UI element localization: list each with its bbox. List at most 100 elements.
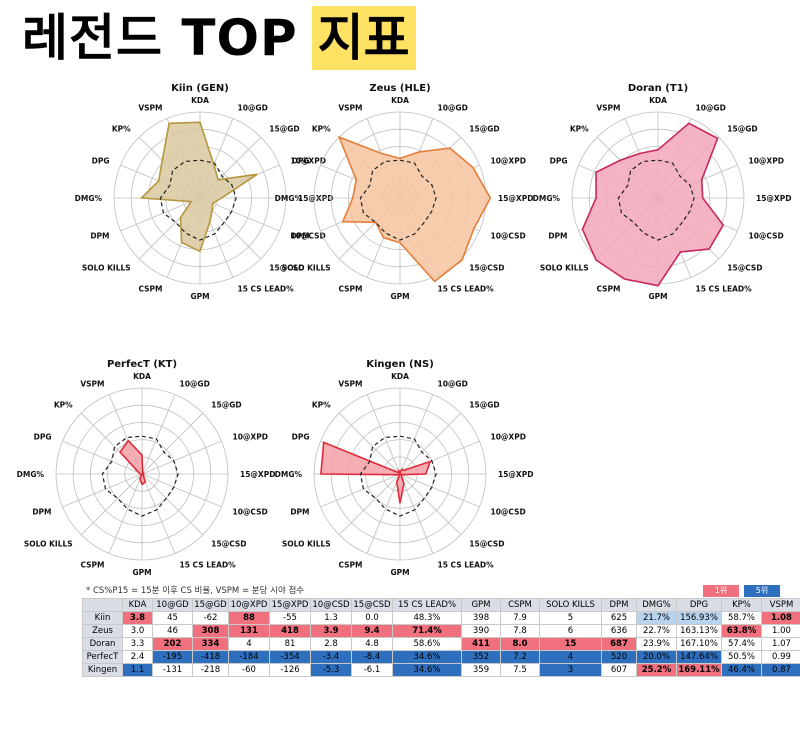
- grid-spoke: [338, 473, 401, 536]
- row-player-name: Kiin: [82, 611, 123, 625]
- table-cell: 7.8: [500, 624, 540, 638]
- table-cell: -218: [192, 663, 229, 677]
- grid-spoke: [120, 197, 201, 232]
- table-cell: 0.0: [351, 611, 393, 625]
- grid-spoke: [320, 473, 401, 508]
- table-row: PerfecT 2.4 -195 -418 -184 -354 -3.4 -8.4 34.6% 3…: [82, 650, 800, 664]
- table-cell: 418: [269, 624, 311, 638]
- axis-label: KP%: [312, 401, 331, 410]
- table-cell: 5: [539, 611, 602, 625]
- grid-spoke: [141, 412, 204, 475]
- table-cell: 34.6%: [392, 650, 462, 664]
- table-cell: -3.4: [310, 650, 352, 664]
- axis-label: 10@CSD: [491, 232, 526, 241]
- table-cell: 58.7%: [721, 611, 762, 625]
- axis-label: 15@GD: [469, 401, 499, 410]
- axis-label: CSPM: [338, 561, 362, 570]
- table-cell: 4: [539, 650, 602, 664]
- axis-label: 15@GD: [727, 125, 757, 134]
- series-player-area: [581, 122, 725, 287]
- table-cell: 156.93%: [676, 611, 722, 625]
- table-cell: -184: [228, 650, 270, 664]
- axis-label: 10@CSD: [491, 508, 526, 517]
- table-cell: 58.6%: [392, 637, 462, 651]
- radar-chart-kingen: KDA 10@GD 15@GD 10@XPD 15@XPD 10@CSD 15@CSD 15 …: [270, 356, 534, 596]
- series-average-line: [359, 435, 437, 517]
- table-cell: 398: [461, 611, 501, 625]
- table-cell: 3.0: [122, 624, 153, 638]
- axis-label: 15 CS LEAD%: [180, 561, 237, 570]
- table-cell: 687: [601, 637, 637, 651]
- grid-spoke: [366, 394, 401, 475]
- axis-label: 15@CSD: [727, 263, 762, 272]
- axis-label: VSPM: [80, 380, 104, 389]
- table-cell: 607: [601, 663, 637, 677]
- series-player-area: [320, 441, 432, 504]
- grid-spoke: [399, 473, 462, 536]
- axis-label: 10@GD: [696, 104, 726, 113]
- table-cell: 4.8: [351, 637, 393, 651]
- series-player-area: [119, 439, 147, 486]
- axis-label: SOLO KILLS: [82, 263, 131, 272]
- table-cell: 20.0%: [636, 650, 677, 664]
- column-header: VSPM: [761, 598, 800, 612]
- axis-label: SOLO KILLS: [540, 263, 589, 272]
- table-cell: 1.1: [122, 663, 153, 677]
- column-header: KP%: [721, 598, 762, 612]
- chart-title: Zeus (HLE): [369, 83, 430, 94]
- axis-label: VSPM: [338, 104, 362, 113]
- column-header: 15@CSD: [351, 598, 393, 612]
- axis-label: DMG%: [275, 194, 303, 203]
- table-cell: 7.2: [500, 650, 540, 664]
- grid-spoke: [399, 473, 480, 508]
- grid-spoke: [141, 473, 176, 554]
- table-cell: 2.8: [310, 637, 352, 651]
- axis-label: 15@CSD: [469, 263, 504, 272]
- table-cell: -131: [152, 663, 193, 677]
- axis-label: 15@CSD: [469, 539, 504, 548]
- table-cell: 636: [601, 624, 637, 638]
- radar-svg: KDA 10@GD 15@GD 10@XPD 15@XPD 10@CSD 15@CSD 15 …: [75, 83, 334, 301]
- axis-label: SOLO KILLS: [282, 263, 331, 272]
- table-cell: 81: [269, 637, 311, 651]
- column-header: 15@XPD: [269, 598, 311, 612]
- series-average-line: [101, 435, 179, 517]
- axis-label: CSPM: [596, 285, 620, 294]
- table-cell: 0.87: [761, 663, 800, 677]
- axis-label: KP%: [112, 125, 131, 134]
- axis-label: KDA: [649, 96, 667, 105]
- series-average-line: [159, 159, 237, 241]
- axis-label: 15@XPD: [498, 470, 533, 479]
- table-cell: 1.3: [310, 611, 352, 625]
- table-note: * CS%P15 = 15분 이후 CS 비율, VSPM = 분당 시야 점수: [86, 586, 305, 596]
- radar-chart-kiin: KDA 10@GD 15@GD 10@XPD 15@XPD 10@CSD 15@CSD 15 …: [70, 80, 334, 320]
- axis-label: 15@GD: [211, 401, 241, 410]
- column-header: 10@CSD: [310, 598, 352, 612]
- grid-spoke: [141, 473, 204, 536]
- row-player-name: PerfecT: [82, 650, 123, 664]
- axis-label: CSPM: [338, 285, 362, 294]
- axis-label: 10@XPD: [233, 433, 268, 442]
- table-cell: 15: [539, 637, 602, 651]
- stats-table: * CS%P15 = 15분 이후 CS 비율, VSPM = 분당 시야 점수…: [82, 584, 800, 677]
- axis-label: SOLO KILLS: [24, 539, 73, 548]
- table-cell: 2.4: [122, 650, 153, 664]
- table-cell: 22.7%: [636, 624, 677, 638]
- grid-spoke: [141, 440, 222, 475]
- table-cell: 3.9: [310, 624, 352, 638]
- grid-spoke: [141, 394, 176, 475]
- column-header: 10@XPD: [228, 598, 270, 612]
- legend-rank-5: 5위: [744, 585, 780, 597]
- row-player-name: Kingen: [82, 663, 123, 677]
- table-cell: 48.3%: [392, 611, 462, 625]
- radar-chart-doran: KDA 10@GD 15@GD 10@XPD 15@XPD 10@CSD 15@CSD 15 …: [528, 80, 792, 320]
- grid-spoke: [62, 473, 143, 508]
- table-cell: 3.3: [122, 637, 153, 651]
- grid-spoke: [399, 412, 462, 475]
- table-cell: 352: [461, 650, 501, 664]
- column-header: 10@GD: [152, 598, 193, 612]
- axis-label: GPM: [648, 292, 667, 301]
- table-cell: 308: [192, 624, 229, 638]
- axis-label: DMG%: [17, 470, 45, 479]
- table-cell: 21.7%: [636, 611, 677, 625]
